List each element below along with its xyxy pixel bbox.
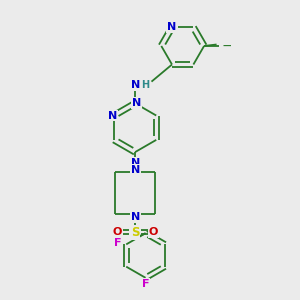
Text: F: F xyxy=(142,279,149,289)
Text: N: N xyxy=(130,165,140,175)
Text: N: N xyxy=(108,110,117,121)
Text: N: N xyxy=(132,98,141,108)
Text: H: H xyxy=(142,80,150,90)
Text: S: S xyxy=(131,226,140,239)
Text: N: N xyxy=(130,158,140,168)
Text: —: — xyxy=(223,41,231,50)
Text: N: N xyxy=(130,212,140,222)
Text: F: F xyxy=(114,238,122,248)
Text: O: O xyxy=(149,227,158,237)
Text: O: O xyxy=(112,227,122,237)
Text: N: N xyxy=(167,22,177,32)
Text: N: N xyxy=(130,80,140,90)
